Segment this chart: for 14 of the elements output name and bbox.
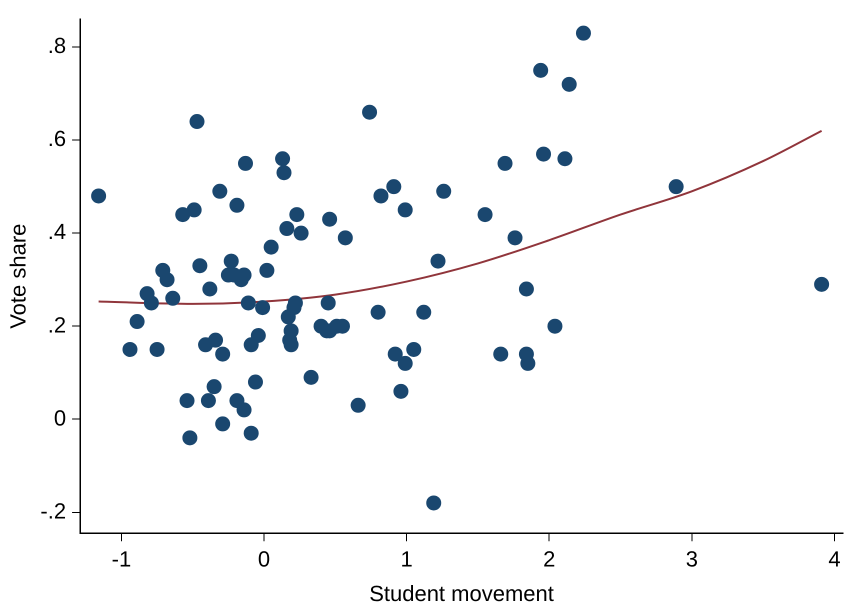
y-tick-label: -.2 xyxy=(40,498,66,524)
y-tick-label: .2 xyxy=(48,312,66,338)
x-tick-label: 4 xyxy=(828,546,841,572)
x-axis-title: Student movement xyxy=(369,580,554,606)
x-tick-label: -1 xyxy=(112,546,132,572)
y-tick-label: .6 xyxy=(48,126,66,152)
x-tick-label: 1 xyxy=(400,546,413,572)
y-tick-label: .8 xyxy=(48,33,66,58)
x-tick-label: 2 xyxy=(543,546,556,572)
x-tick-label: 0 xyxy=(258,546,270,572)
y-axis-title: Vote share xyxy=(5,224,30,329)
y-tick-label: 0 xyxy=(54,405,66,430)
x-tick-label: 3 xyxy=(686,546,698,572)
y-tick-label: .4 xyxy=(48,219,66,244)
